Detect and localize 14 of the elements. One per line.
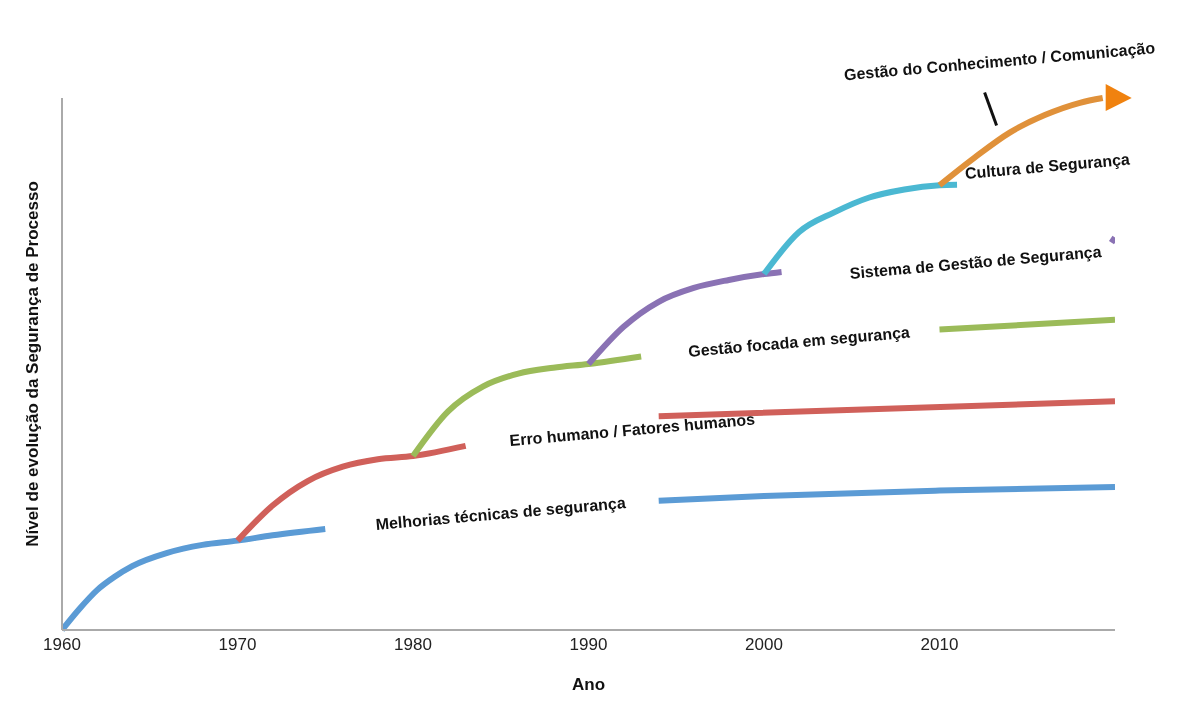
text: Melhorias técnicas de segurança — [374, 494, 627, 533]
x-tick-label: 1990 — [569, 635, 608, 655]
series-label: Sistema de Gestão de Segurança — [849, 242, 1103, 282]
series-label: Gestão focada em segurança — [687, 323, 911, 360]
y-axis-title: Nível de evolução da Segurança de Processo — [23, 181, 43, 547]
x-tick-label: 1960 — [43, 635, 81, 655]
series-label: Erro humano / Fatores humanos — [508, 410, 756, 449]
x-axis-title: Ano — [571, 675, 606, 694]
series-label: Cultura de Segurança — [964, 150, 1131, 182]
x-tick-label: 1970 — [218, 635, 257, 655]
x-tick-label: 2000 — [745, 635, 783, 655]
x-tick-label: 2010 — [920, 635, 959, 655]
text: Gestão do Conhecimento / Comunicação — [843, 39, 1156, 84]
x-tick-label: 1980 — [394, 635, 432, 655]
